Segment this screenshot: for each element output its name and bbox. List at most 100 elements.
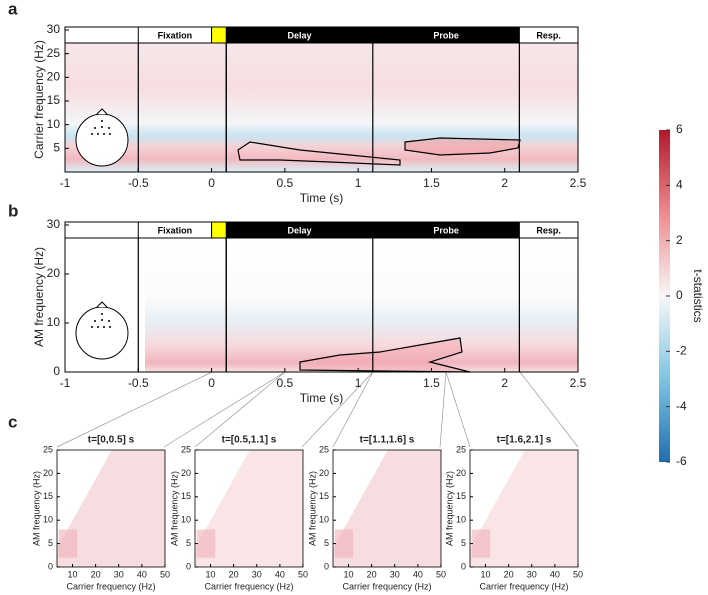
y-axis-label: AM frequency (Hz): [169, 471, 179, 546]
colorbar-tick-label: -6: [676, 454, 687, 468]
colorbar-tick-label: -2: [676, 344, 687, 358]
y-tick-label: 10: [47, 117, 61, 131]
axes-frame: [64, 221, 579, 373]
heatmap-band: [471, 529, 491, 558]
x-tick-label: 10: [480, 569, 490, 579]
x-axis-label: Time (s): [300, 191, 344, 205]
x-tick-label: 10: [67, 569, 77, 579]
axes-frame: [194, 449, 304, 568]
y-tick-label: 10: [47, 315, 61, 329]
x-tick-label: -1: [60, 376, 71, 390]
x-axis-label: Carrier frequency (Hz): [66, 581, 155, 591]
y-tick-label: 20: [47, 70, 61, 84]
x-tick-label: 20: [504, 569, 514, 579]
y-tick-label: 5: [48, 538, 53, 548]
y-axis-label: AM frequency (Hz): [444, 471, 454, 546]
y-tick-label: 10: [181, 515, 191, 525]
panel-label: c: [8, 412, 17, 431]
epoch-label: Fixation: [158, 225, 193, 235]
epoch-label: Fixation: [158, 30, 193, 40]
connector-lines: [56, 371, 579, 448]
cue: [211, 221, 227, 239]
x-tick-label: -0.5: [128, 376, 149, 390]
y-tick-label: 25: [181, 444, 191, 454]
y-tick-label: 30: [47, 217, 61, 231]
epoch-label: Probe: [433, 225, 459, 235]
heatmap-band: [334, 529, 354, 558]
y-tick-label: 20: [456, 468, 466, 478]
heatmap-band: [196, 529, 216, 558]
y-axis-label: AM frequency (Hz): [32, 247, 46, 347]
y-axis-label: Carrier frequency (Hz): [32, 40, 46, 159]
x-tick-label: 30: [390, 569, 400, 579]
colorbar-label: t-statistics: [691, 269, 705, 322]
x-tick-label: 30: [527, 569, 537, 579]
x-tick-label: 1: [355, 376, 362, 390]
x-tick-label: 0.5: [277, 376, 294, 390]
x-tick-label: 20: [367, 569, 377, 579]
y-tick-label: 15: [47, 93, 61, 107]
y-tick-label: 25: [43, 444, 53, 454]
subplot-title: t=[1.1,1.6] s: [360, 435, 415, 446]
y-axis-label: AM frequency (Hz): [307, 471, 317, 546]
y-tick-label: 20: [319, 468, 329, 478]
x-axis-label: Carrier frequency (Hz): [342, 581, 431, 591]
x-tick-label: 20: [91, 569, 101, 579]
y-tick-label: 0: [48, 561, 53, 571]
colorbar-tick-label: 4: [676, 178, 683, 192]
heatmap-c: [333, 450, 441, 567]
cue: [211, 26, 227, 44]
y-tick-label: 10: [319, 515, 329, 525]
colorbar-tick-label: 6: [676, 122, 683, 136]
axes-frame: [332, 449, 442, 568]
y-tick-label: 15: [43, 491, 53, 501]
y-tick-label: 10: [43, 515, 53, 525]
y-tick-label: 20: [47, 266, 61, 280]
head-icon: [75, 301, 129, 360]
y-tick-label: 0: [186, 561, 191, 571]
y-tick-label: 15: [319, 491, 329, 501]
head-icon: [75, 108, 129, 167]
panel-label: a: [8, 0, 18, 18]
x-tick-label: 2.5: [570, 376, 587, 390]
y-tick-label: 30: [47, 22, 61, 36]
epoch-label: Resp.: [536, 30, 561, 40]
x-tick-label: 1: [355, 176, 362, 190]
y-tick-label: 0: [53, 364, 60, 378]
x-tick-label: 1.5: [423, 376, 440, 390]
y-tick-label: 5: [461, 538, 466, 548]
x-tick-label: -0.5: [128, 176, 149, 190]
epoch-label: Delay: [287, 225, 311, 235]
x-tick-label: 0: [208, 176, 215, 190]
x-tick-label: 50: [573, 569, 583, 579]
heatmap-c: [57, 450, 165, 567]
y-tick-label: 0: [324, 561, 329, 571]
panel-label: b: [8, 201, 18, 220]
colorbar-tick-label: 0: [676, 288, 683, 302]
x-axis-label: Time (s): [300, 391, 344, 405]
cluster-contour: [299, 337, 471, 373]
x-tick-label: 30: [114, 569, 124, 579]
y-tick-label: 25: [319, 444, 329, 454]
x-axis-label: Carrier frequency (Hz): [479, 581, 568, 591]
x-tick-label: 2.5: [570, 176, 587, 190]
x-tick-label: 20: [229, 569, 239, 579]
x-tick-label: 50: [160, 569, 170, 579]
y-tick-label: 10: [456, 515, 466, 525]
x-tick-label: 40: [275, 569, 285, 579]
colorbar-tick-label: 2: [676, 233, 683, 247]
x-tick-label: 40: [550, 569, 560, 579]
x-tick-label: 0.5: [277, 176, 294, 190]
axes-frame: [64, 26, 579, 173]
y-tick-label: 5: [324, 538, 329, 548]
x-tick-label: 10: [205, 569, 215, 579]
x-tick-label: 50: [436, 569, 446, 579]
subplot-title: t=[0.5,1.1] s: [222, 435, 277, 446]
x-tick-label: 40: [413, 569, 423, 579]
epoch-label: Resp.: [536, 225, 561, 235]
y-tick-label: 0: [461, 561, 466, 571]
subplot-title: t=[0,0.5] s: [88, 435, 135, 446]
colorbar: [659, 130, 670, 462]
axes-frame: [469, 449, 579, 568]
cluster-contour: [237, 141, 401, 166]
